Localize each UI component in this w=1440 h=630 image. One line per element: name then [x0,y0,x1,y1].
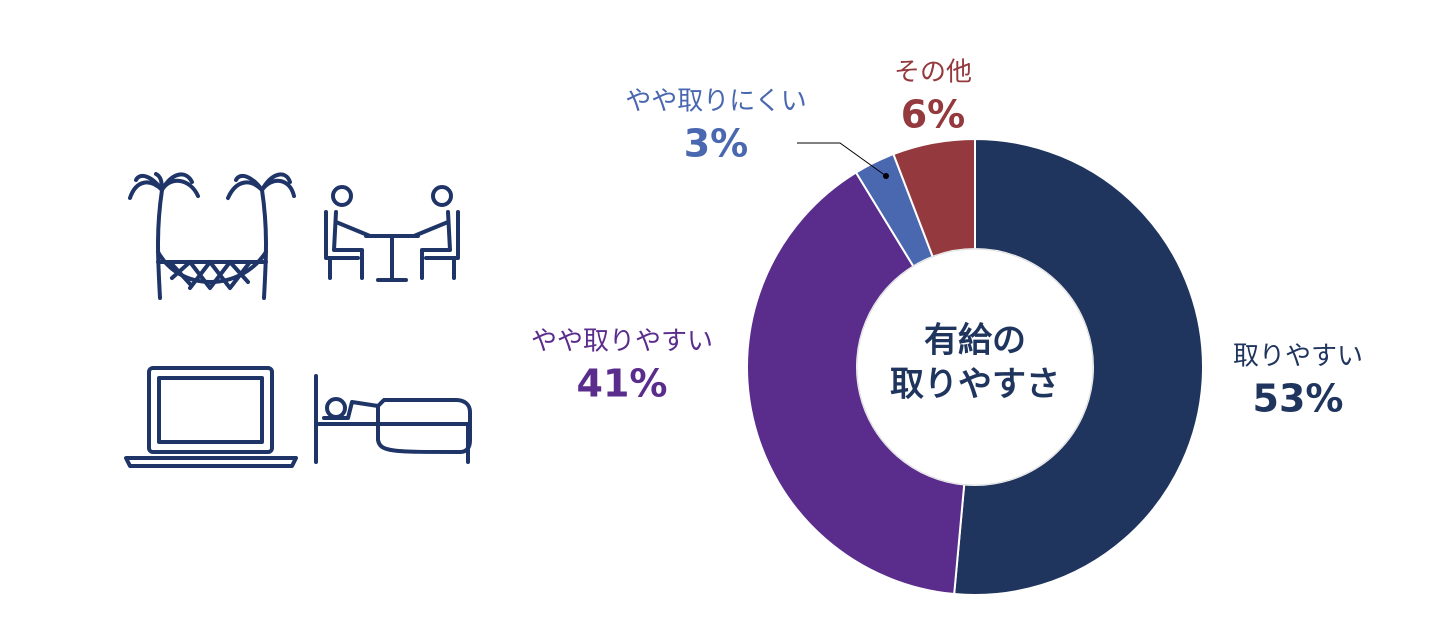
hammock-icon [128,172,296,300]
category-label: その他 [894,58,972,88]
category-label: 取りやすい [1233,342,1363,372]
donut-hole-outline [856,248,1094,486]
value-label: 41% [577,362,668,406]
center-label: 取りやすさ [890,365,1060,405]
leader-line [797,142,889,179]
meeting-icon [324,185,460,282]
icons [124,172,472,468]
category-label: やや取りにくい [625,87,806,117]
value-label: 53% [1253,377,1344,421]
center-label: 有給の [924,321,1026,361]
bed-icon [314,374,472,464]
laptop-icon [124,366,298,468]
value-label: 6% [901,93,966,137]
value-label: 3% [684,122,749,166]
category-label: やや取りやすい [531,327,713,357]
